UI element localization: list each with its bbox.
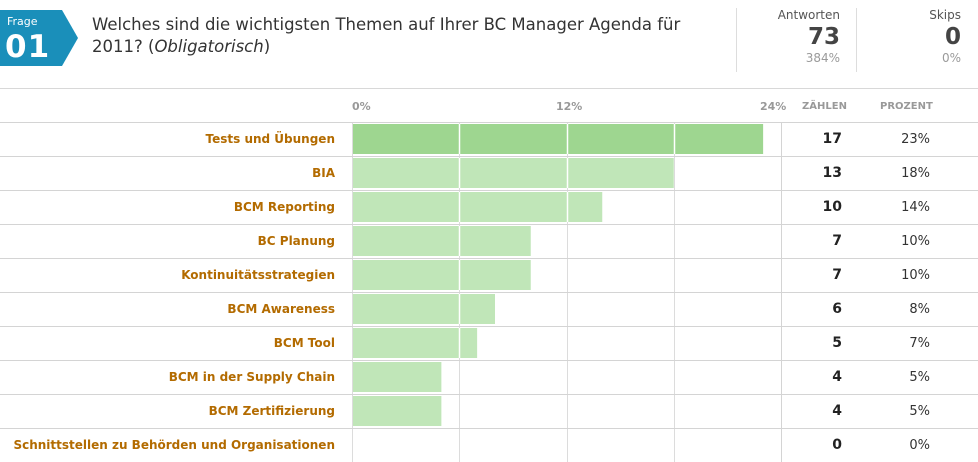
answers-percent: 384% (805, 51, 840, 65)
x-tick-label: 24% (760, 100, 787, 113)
count-value: 7 (832, 233, 842, 249)
percent-value: 7% (909, 336, 930, 351)
question-text: Welches sind die wichtigsten Themen auf … (92, 14, 712, 58)
x-tick-label: 12% (556, 100, 583, 113)
bar (352, 192, 603, 222)
question-text-italic: Obligatorisch (154, 37, 264, 56)
count-value: 0 (832, 437, 842, 453)
bar (352, 124, 764, 154)
percent-value: 8% (909, 302, 930, 317)
count-column-header: ZÄHLEN (802, 101, 847, 112)
percent-value: 18% (901, 166, 930, 181)
skips-value: 0 (944, 24, 961, 50)
badge-label: Frage (7, 15, 38, 28)
bar (352, 260, 531, 290)
category-label[interactable]: Kontinuitätsstrategien (181, 268, 335, 282)
bar (352, 158, 674, 188)
bar (352, 362, 442, 392)
skips-percent: 0% (941, 51, 961, 65)
count-value: 4 (832, 403, 842, 419)
percent-value: 10% (901, 234, 930, 249)
question-header: Frage 01 Welches sind die wichtigsten Th… (0, 0, 978, 88)
percent-column-header: PROZENT (880, 101, 933, 112)
percent-value: 14% (901, 200, 930, 215)
percent-value: 10% (901, 268, 930, 283)
count-value: 13 (822, 165, 842, 181)
results-chart: ZÄHLEN PROZENT 0% 12% 24% Tests und Übungen… (0, 88, 978, 462)
count-value: 6 (832, 301, 842, 317)
category-label[interactable]: BCM Tool (273, 336, 335, 350)
answers-label: Antworten (777, 8, 840, 22)
percent-value: 23% (901, 132, 930, 147)
question-text-end: ) (263, 37, 271, 56)
category-label[interactable]: BCM in der Supply Chain (168, 370, 335, 384)
stat-divider (856, 8, 857, 72)
count-value: 7 (832, 267, 842, 283)
percent-value: 5% (909, 370, 930, 385)
count-value: 5 (832, 335, 842, 351)
count-value: 10 (822, 199, 842, 215)
bar (352, 396, 442, 426)
category-label[interactable]: BCM Awareness (227, 302, 335, 316)
skips-label: Skips (929, 8, 961, 22)
chart-header-band (0, 88, 978, 122)
count-value: 4 (832, 369, 842, 385)
category-label[interactable]: BIA (312, 166, 335, 180)
bar (352, 328, 478, 358)
question-text-main: Welches sind die wichtigsten Themen auf … (92, 15, 681, 56)
question-badge: Frage 01 (0, 10, 78, 66)
bar (352, 226, 531, 256)
stat-divider (736, 8, 737, 72)
bar (352, 294, 495, 324)
percent-value: 0% (909, 438, 930, 453)
badge-shape (0, 10, 78, 66)
category-label[interactable]: BCM Reporting (233, 200, 335, 214)
answers-value: 73 (807, 24, 840, 50)
count-value: 17 (822, 131, 842, 147)
category-label[interactable]: BC Planung (257, 234, 335, 248)
category-label[interactable]: BCM Zertifizierung (208, 404, 335, 418)
badge-number: 01 (5, 29, 51, 65)
category-label[interactable]: Schnittstellen zu Behörden und Organisat… (13, 438, 335, 452)
category-label[interactable]: Tests und Übungen (205, 132, 335, 146)
x-tick-label: 0% (352, 100, 371, 113)
percent-value: 5% (909, 404, 930, 419)
skips-stat: Skips 0 0% (860, 8, 961, 74)
answers-stat: Antworten 73 384% (740, 8, 840, 74)
bar-chart (0, 88, 978, 462)
